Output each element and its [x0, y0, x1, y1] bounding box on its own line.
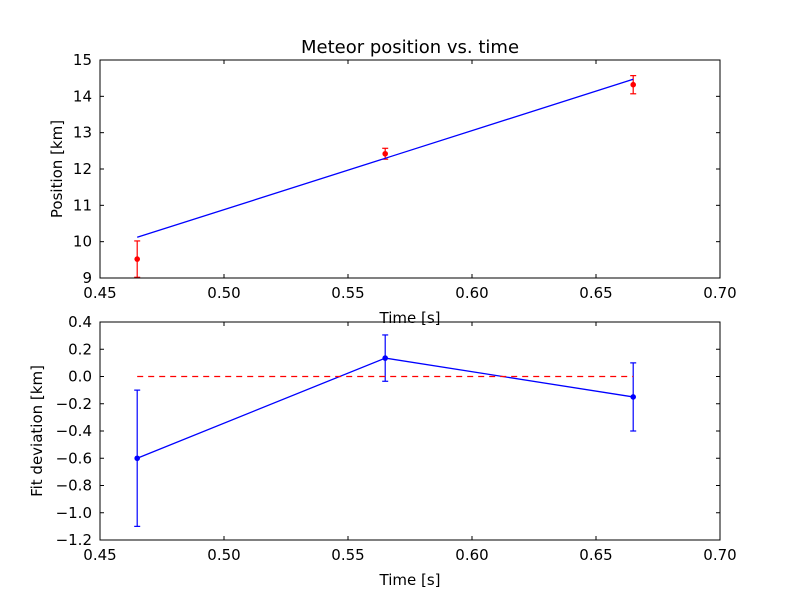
position-chart: Meteor position vs. time 0.45 0.50 0.55 0.6…: [48, 37, 737, 327]
position-chart-ticks: 0.45 0.50 0.55 0.60 0.65 0.70 9 10 11 12 13 14 15: [73, 51, 737, 302]
deviation-x-tick-label: 0.50: [207, 546, 240, 564]
position-y-tick-label: 15: [73, 51, 92, 69]
deviation-y-tick-label: −0.8: [56, 477, 92, 495]
deviation-y-tick-label: −0.2: [56, 395, 92, 413]
position-data-point: [630, 81, 637, 88]
deviation-y-tick-label: 0.0: [68, 368, 92, 386]
position-data-point: [134, 256, 140, 262]
chart-title: Meteor position vs. time: [301, 37, 519, 58]
deviation-x-tick-label: 0.45: [83, 546, 116, 564]
deviation-y-tick-label: −0.6: [56, 449, 92, 467]
position-x-tick-label: 0.50: [207, 284, 240, 302]
deviation-y-tick-label: 0.4: [68, 313, 92, 331]
position-x-tick-label: 0.55: [331, 284, 364, 302]
position-y-axis-label: Position [km]: [48, 120, 66, 218]
deviation-chart-ticks: 0.45 0.50 0.55 0.60 0.65 0.70 0.4 0.2 0.0 −0.2 −0.…: [56, 313, 737, 564]
deviation-data-point: [630, 394, 637, 400]
position-y-tick-label: 14: [73, 87, 92, 105]
deviation-x-tick-label: 0.65: [579, 546, 612, 564]
position-data-point: [382, 150, 389, 157]
position-x-tick-label: 0.45: [83, 284, 116, 302]
deviation-y-tick-label: −0.4: [56, 422, 92, 440]
deviation-chart-marks: [134, 334, 637, 527]
position-y-tick-label: 11: [73, 196, 92, 214]
deviation-x-tick-label: 0.60: [455, 546, 488, 564]
deviation-y-tick-label: −1.0: [56, 504, 92, 522]
deviation-data-point: [134, 455, 140, 462]
position-y-tick-label: 13: [73, 124, 92, 142]
position-chart-marks: [134, 75, 637, 278]
deviation-data-point: [382, 355, 389, 361]
deviation-y-tick-label: 0.2: [68, 340, 92, 358]
deviation-x-axis-label: Time [s]: [379, 571, 441, 589]
position-fit-line: [137, 78, 634, 238]
deviation-chart: 0.45 0.50 0.55 0.60 0.65 0.70 0.4 0.2 0.0 −0.2 −0.…: [28, 313, 737, 589]
deviation-x-tick-label: 0.55: [331, 546, 364, 564]
deviation-y-tick-label: −1.2: [56, 531, 92, 549]
position-x-tick-label: 0.70: [703, 284, 736, 302]
position-x-axis-label: Time [s]: [379, 309, 441, 327]
position-y-tick-label: 10: [73, 233, 92, 251]
position-y-tick-label: 9: [82, 269, 92, 287]
position-x-tick-label: 0.65: [579, 284, 612, 302]
position-x-tick-label: 0.60: [455, 284, 488, 302]
deviation-x-tick-label: 0.70: [703, 546, 736, 564]
position-y-tick-label: 12: [73, 160, 92, 178]
deviation-y-axis-label: Fit deviation [km]: [28, 365, 46, 497]
